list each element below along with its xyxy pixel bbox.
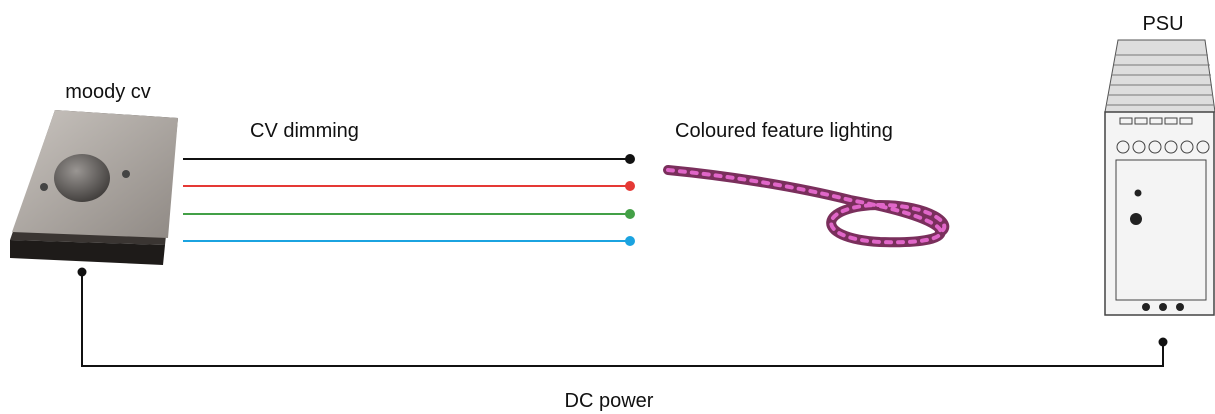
wires-label: CV dimming: [250, 120, 359, 142]
power-label: DC power: [565, 390, 654, 412]
cv-wires: [183, 154, 635, 246]
led-strip: [663, 165, 950, 248]
dimmer: [10, 110, 178, 265]
lighting-label: Coloured feature lighting: [675, 120, 893, 142]
dimmer-label: moody cv: [65, 81, 151, 103]
psu: [1104, 39, 1215, 316]
psu-label: PSU: [1142, 13, 1183, 35]
dc-power-wire: [77, 267, 1168, 367]
